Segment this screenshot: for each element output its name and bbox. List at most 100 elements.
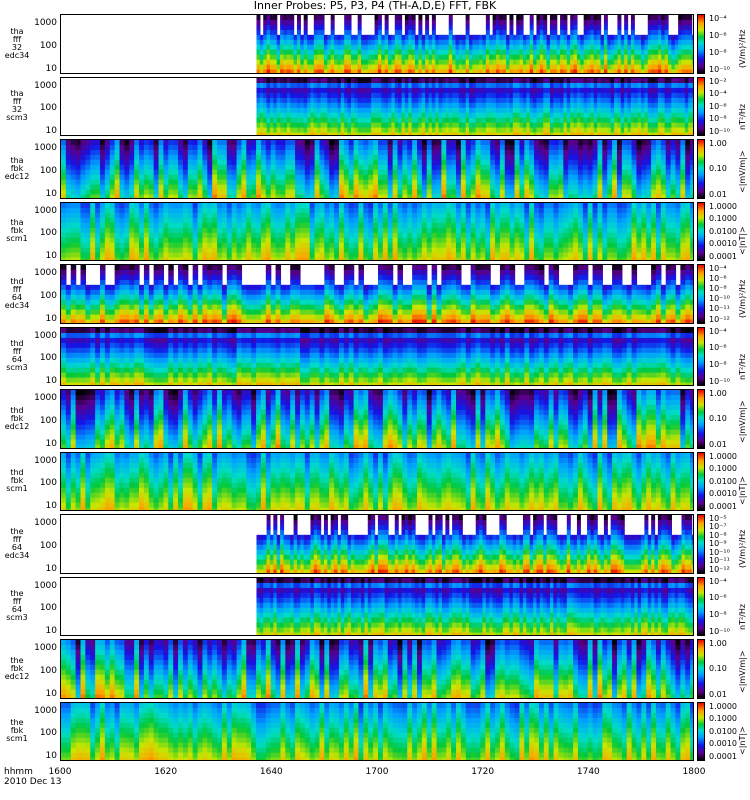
spectrogram-cell bbox=[684, 34, 689, 41]
spectrogram-cell bbox=[347, 132, 352, 136]
spectrogram-cell bbox=[526, 82, 531, 89]
spectrogram-cell bbox=[499, 29, 504, 36]
spectrogram-cell bbox=[563, 154, 569, 161]
spectrogram-cell bbox=[307, 54, 312, 61]
spectrogram-cell bbox=[381, 77, 386, 84]
spectrogram-cell bbox=[469, 54, 473, 61]
spectrogram-cell bbox=[260, 227, 267, 233]
spectrogram-cell bbox=[290, 44, 295, 51]
spectrogram-cell bbox=[626, 194, 633, 198]
spectrogram-cell bbox=[340, 127, 345, 133]
spectrogram-cell bbox=[435, 69, 440, 73]
spectrogram-cell bbox=[344, 15, 349, 21]
spectrogram-cell bbox=[646, 179, 652, 186]
spectrogram-cell bbox=[357, 69, 362, 73]
spectrogram-cell bbox=[620, 69, 625, 73]
spectrogram-cell bbox=[610, 127, 615, 133]
spectrogram-cell bbox=[516, 87, 521, 93]
spectrogram-cell bbox=[221, 149, 228, 156]
spectrogram-cell bbox=[344, 44, 349, 51]
spectrogram-cell bbox=[661, 97, 666, 103]
spectrogram-cell bbox=[421, 154, 428, 161]
spectrogram-cell bbox=[320, 15, 325, 21]
spectrogram-cell bbox=[577, 159, 584, 166]
spectrogram-cell bbox=[344, 34, 349, 41]
spectrogram-cell bbox=[330, 107, 335, 113]
spectrogram-cell bbox=[407, 179, 413, 186]
spectrogram-cell bbox=[607, 112, 612, 118]
spectrogram-cell bbox=[100, 202, 106, 209]
spectrogram-cell bbox=[634, 132, 639, 136]
spectrogram-cell bbox=[377, 39, 382, 46]
spectrogram-cell bbox=[607, 179, 613, 186]
spectrogram-cell bbox=[533, 59, 538, 66]
spectrogram-cell bbox=[634, 34, 639, 41]
spectrogram-cell bbox=[80, 149, 86, 156]
spectrogram-cell bbox=[276, 117, 281, 123]
spectrogram-cell bbox=[266, 39, 271, 46]
spectrogram-cell bbox=[307, 39, 312, 46]
spectrogram-cell bbox=[139, 237, 145, 243]
spectrogram-cell bbox=[492, 39, 497, 46]
spectrogram-cell bbox=[168, 159, 174, 166]
spectrogram-cell bbox=[539, 77, 544, 84]
spectrogram-cell bbox=[241, 217, 247, 223]
spectrogram-cell bbox=[636, 144, 642, 151]
spectrogram-cell bbox=[285, 194, 291, 198]
spectrogram-cell bbox=[452, 132, 457, 136]
spectrogram-cell bbox=[343, 169, 350, 176]
spectrogram-cell bbox=[310, 102, 315, 108]
spectrogram-cell bbox=[646, 140, 652, 146]
spectrogram-cell bbox=[546, 107, 551, 113]
spectrogram-cell bbox=[671, 54, 676, 61]
spectrogram-cell bbox=[276, 112, 281, 118]
spectrogram-cell bbox=[303, 44, 308, 51]
spectrogram-cell bbox=[631, 174, 638, 181]
spectrogram-cell bbox=[85, 202, 91, 209]
spectrogram-cell bbox=[363, 194, 369, 198]
spectrogram-cell bbox=[431, 39, 436, 46]
spectrogram-cell bbox=[458, 69, 463, 73]
spectrogram-cell bbox=[343, 174, 350, 181]
spectrogram-cell bbox=[347, 102, 352, 108]
spectrogram-cell bbox=[350, 112, 355, 118]
spectrogram-cell bbox=[519, 97, 524, 103]
spectrogram-cell bbox=[353, 179, 360, 186]
spectrogram-cell bbox=[407, 194, 413, 198]
spectrogram-cell bbox=[173, 154, 179, 161]
spectrogram-cell bbox=[566, 39, 571, 46]
spectrogram-cell bbox=[563, 54, 568, 61]
spectrogram-cell bbox=[418, 87, 423, 93]
spectrogram-cell bbox=[290, 54, 295, 61]
spectrogram-cell bbox=[119, 164, 125, 171]
spectrogram-cell bbox=[265, 207, 272, 214]
spectrogram-cell bbox=[465, 112, 470, 118]
spectrogram-cell bbox=[263, 49, 268, 56]
spectrogram-cell bbox=[182, 232, 189, 238]
spectrogram-cell bbox=[286, 29, 291, 36]
spectrogram-cell bbox=[280, 169, 286, 176]
spectrogram-cell bbox=[607, 54, 612, 61]
spectrogram-cell bbox=[549, 92, 554, 98]
spectrogram-cell bbox=[563, 102, 568, 108]
spectrogram-cell bbox=[539, 132, 544, 136]
spectrogram-cell bbox=[536, 69, 541, 73]
spectrogram-cell bbox=[482, 34, 487, 41]
spectrogram-cell bbox=[626, 164, 633, 171]
spectrogram-cell bbox=[670, 154, 677, 161]
spectrogram-cell bbox=[465, 159, 472, 166]
spectrogram-cell bbox=[357, 19, 362, 26]
colorbar-tick-label: 10⁻⁶ bbox=[709, 30, 727, 40]
spectrogram-cell bbox=[526, 87, 531, 93]
spectrogram-cell bbox=[163, 184, 169, 191]
spectrogram-cell bbox=[502, 39, 507, 46]
spectrogram-cell bbox=[600, 34, 605, 41]
spectrogram-cell bbox=[207, 242, 213, 248]
spectrogram-cell bbox=[560, 69, 565, 73]
spectrogram-cell bbox=[411, 117, 416, 123]
spectrogram-cell bbox=[495, 49, 500, 56]
spectrogram-cell bbox=[529, 122, 534, 128]
spectrogram-cell bbox=[158, 252, 165, 258]
spectrogram-cell bbox=[266, 44, 271, 51]
spectrogram-cell bbox=[358, 184, 364, 191]
